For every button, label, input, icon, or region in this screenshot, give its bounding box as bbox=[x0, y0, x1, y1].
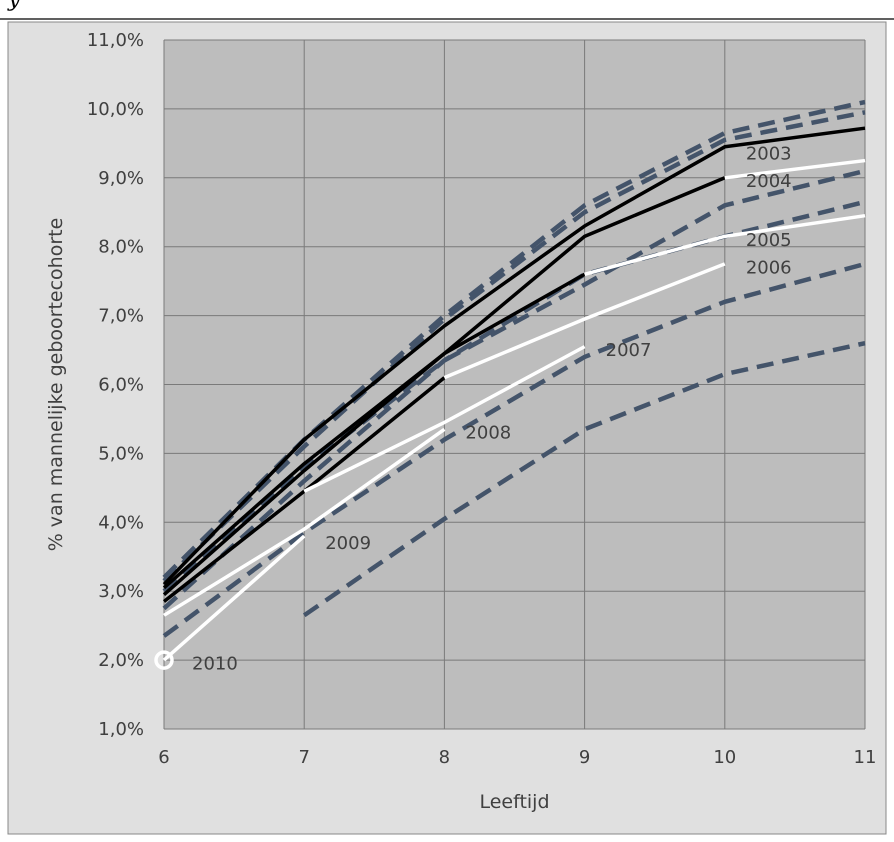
y-tick-label: 7,0% bbox=[98, 306, 144, 327]
projection-series-line bbox=[162, 168, 866, 593]
projection-series-line bbox=[162, 110, 866, 583]
series-label-2006: 2006 bbox=[746, 257, 792, 278]
series-line-2003 bbox=[162, 126, 866, 586]
series-line-2005 bbox=[584, 213, 866, 276]
projection-series-line bbox=[162, 199, 866, 611]
y-tick-label: 1,0% bbox=[98, 719, 144, 740]
series-line-2004 bbox=[724, 158, 866, 180]
open-circle-marker bbox=[154, 650, 174, 670]
series-label-2003: 2003 bbox=[746, 144, 792, 165]
series-labels: 2003 2004 2005 2006 2007 2008 2009 2010 bbox=[192, 144, 792, 675]
y-tick-label: 2,0% bbox=[98, 650, 144, 671]
series-line-2007 bbox=[303, 345, 586, 493]
y-tick-label: 11,0% bbox=[87, 30, 144, 51]
series-line-2005 bbox=[162, 272, 586, 596]
x-tick-label: 8 bbox=[439, 747, 450, 768]
x-tick-label: 11 bbox=[854, 747, 877, 768]
x-tick-label: 10 bbox=[713, 747, 736, 768]
projection-series-line bbox=[302, 340, 866, 618]
y-tick-label: 6,0% bbox=[98, 375, 144, 396]
x-tick-label: 7 bbox=[298, 747, 309, 768]
x-tick-label: 9 bbox=[579, 747, 590, 768]
series-markers bbox=[154, 650, 174, 670]
series-lines bbox=[162, 99, 866, 662]
series-label-2009: 2009 bbox=[325, 533, 371, 554]
y-axis-title: % van mannelijke geboortecohorte bbox=[45, 218, 67, 552]
series-label-2010: 2010 bbox=[192, 654, 238, 675]
series-label-2004: 2004 bbox=[746, 171, 792, 192]
y-tick-label: 4,0% bbox=[98, 512, 144, 533]
y-tick-label: 9,0% bbox=[98, 168, 144, 189]
y-tick-label: 10,0% bbox=[87, 99, 144, 120]
x-axis-title: Leeftijd bbox=[479, 791, 549, 813]
tick-labels: 6 7 8 9 10 11 1,0% 2,0% 3,0% 4,0% 5,0% 6,0% 7,0% 8,0%… bbox=[87, 30, 877, 768]
series-label-2008: 2008 bbox=[465, 423, 511, 444]
x-tick-label: 6 bbox=[158, 747, 169, 768]
series-label-2007: 2007 bbox=[606, 340, 652, 361]
y-tick-label: 3,0% bbox=[98, 581, 144, 602]
y-tick-label: 8,0% bbox=[98, 237, 144, 258]
corner-glyph: y bbox=[7, 0, 21, 12]
y-tick-label: 5,0% bbox=[98, 443, 144, 464]
projection-series-line bbox=[162, 261, 866, 638]
series-line-2008 bbox=[163, 427, 446, 617]
series-line-2010 bbox=[162, 534, 306, 662]
series-label-2005: 2005 bbox=[746, 230, 792, 251]
series-line-2006 bbox=[443, 262, 726, 380]
